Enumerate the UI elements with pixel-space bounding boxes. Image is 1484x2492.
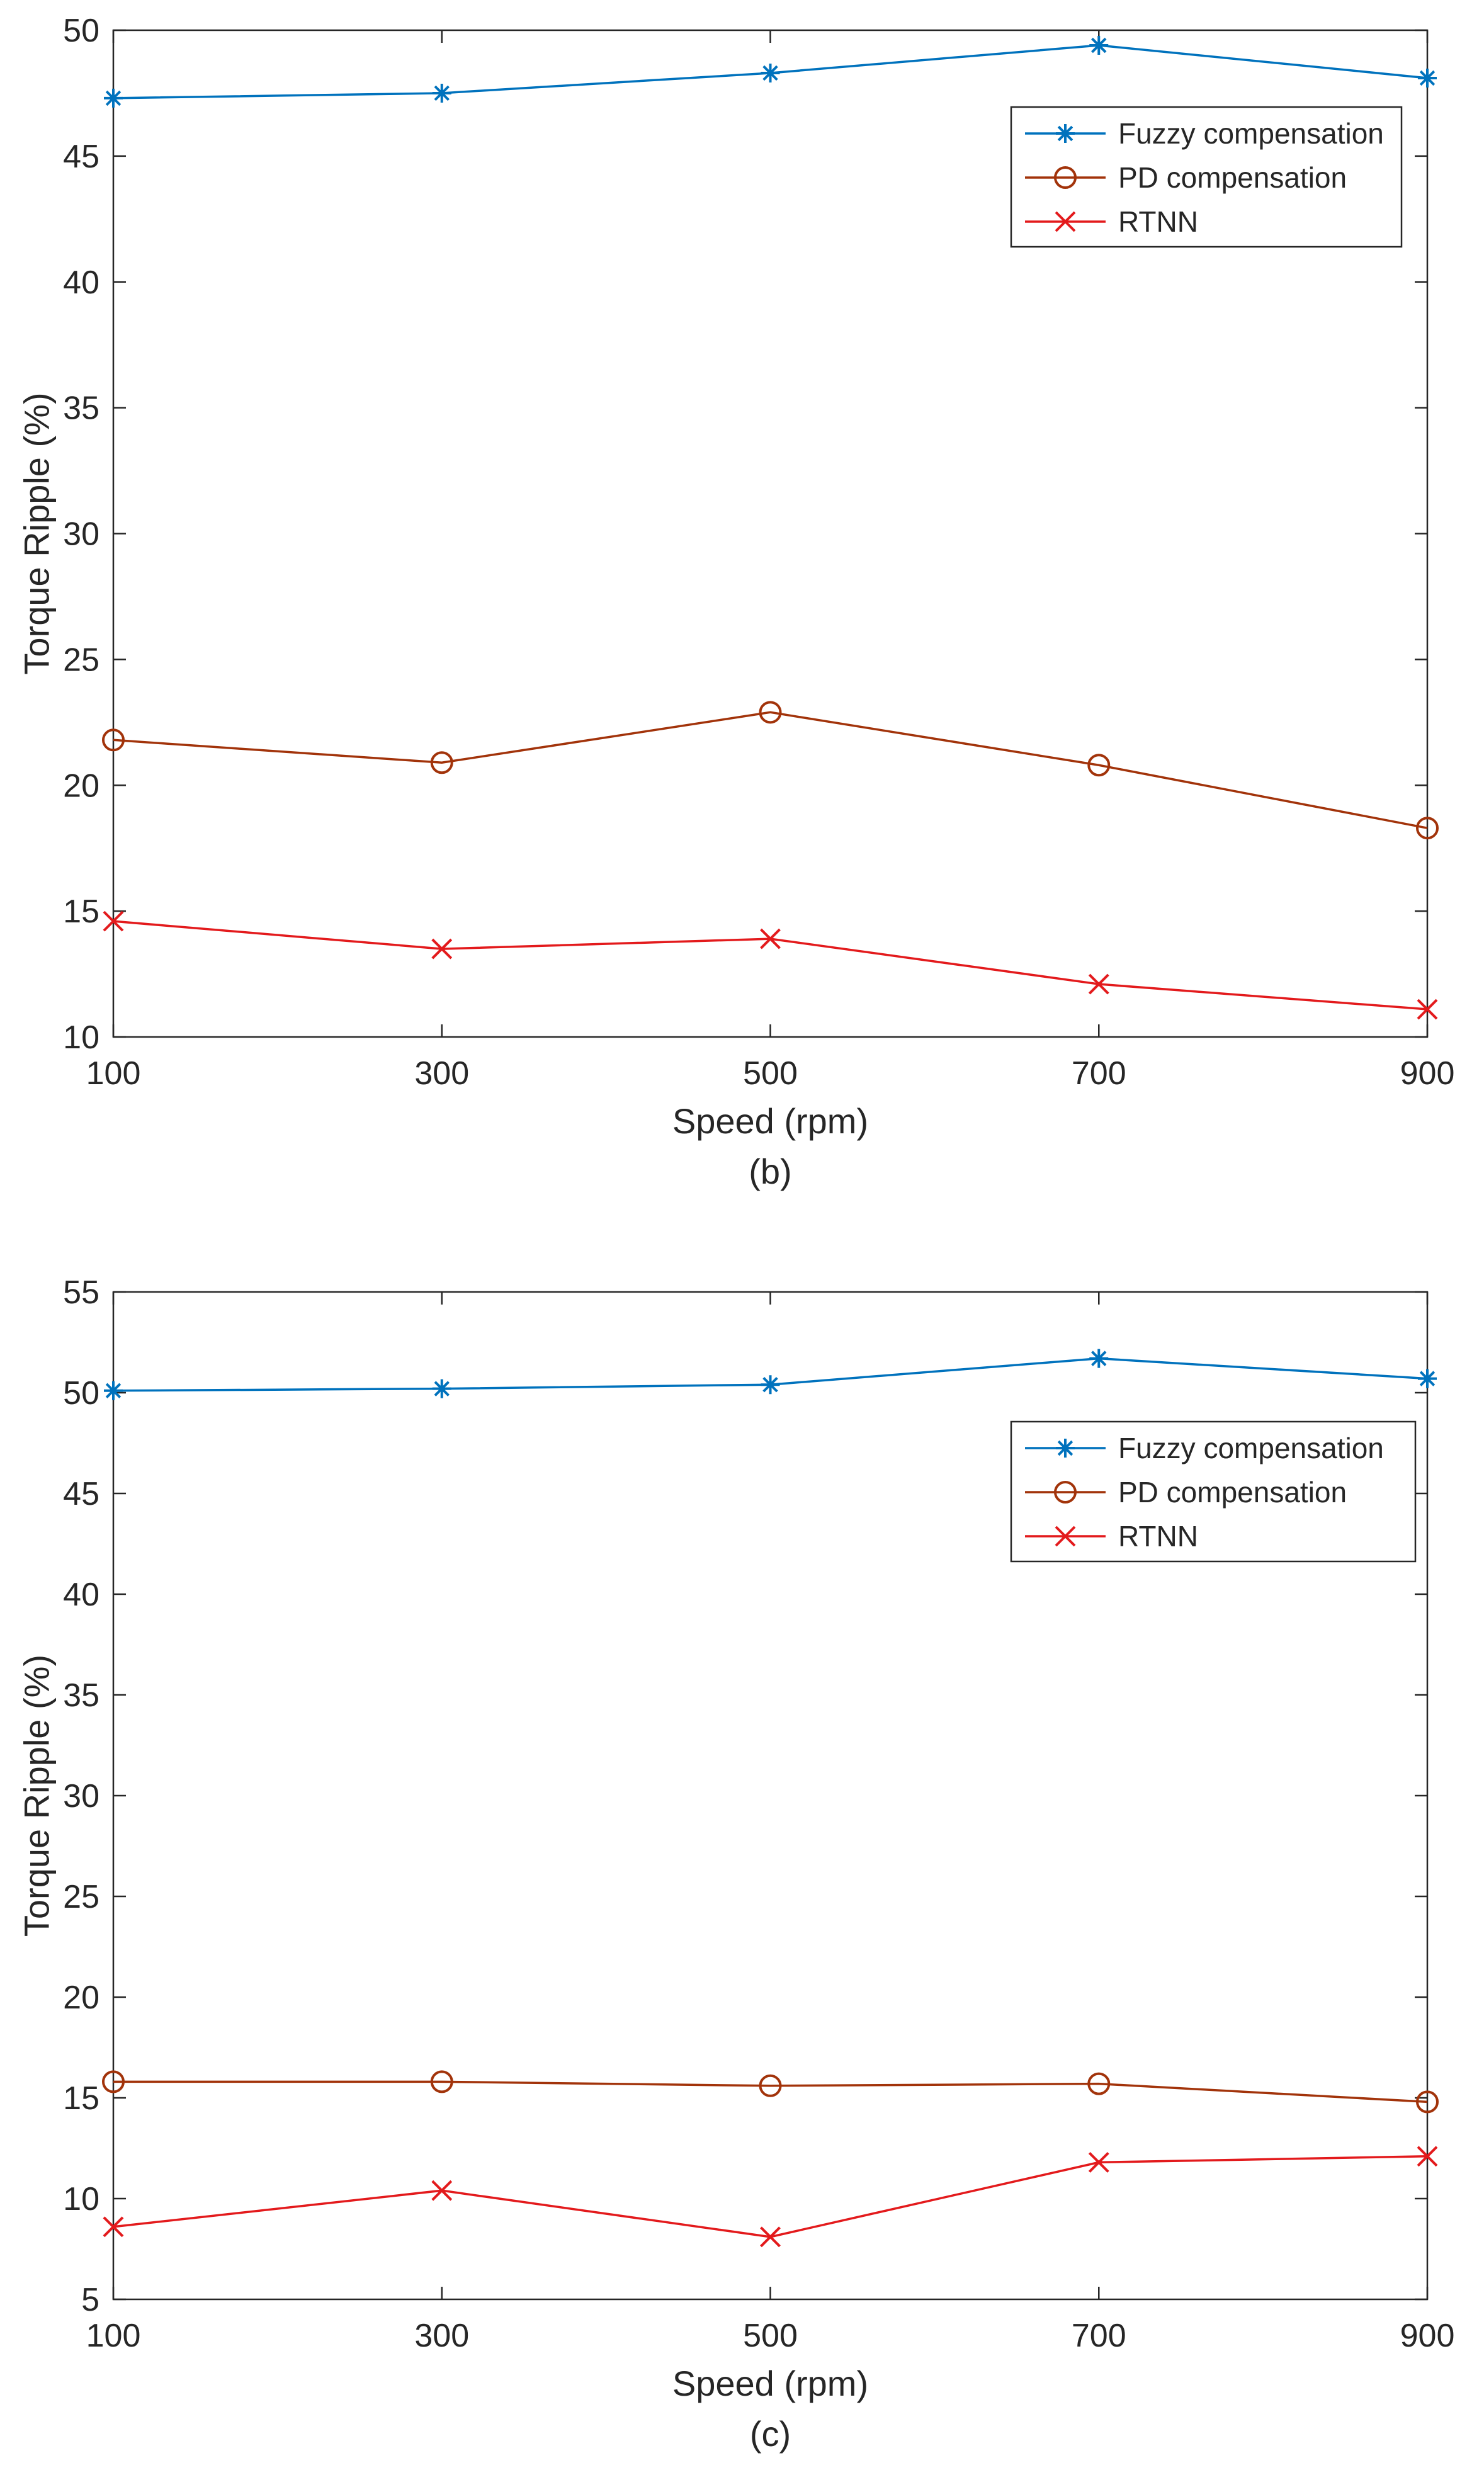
y-tick-label: 20 <box>63 1979 99 2016</box>
x-tick-label: 100 <box>86 2318 141 2354</box>
legend-marker <box>1054 1481 1077 1504</box>
data-point-marker <box>761 63 780 82</box>
legend-entry-label: RTNN <box>1118 205 1198 238</box>
panel-label: (b) <box>749 1152 791 1191</box>
data-point-marker <box>1088 2151 1109 2173</box>
series-fuzzy-compensation <box>104 1349 1437 1400</box>
series-line <box>113 711 1428 829</box>
y-tick-label: 40 <box>63 1577 99 1613</box>
x-tick-label: 700 <box>1072 1055 1126 1092</box>
data-point-marker <box>1087 2072 1111 2095</box>
y-tick-label: 40 <box>63 264 99 301</box>
x-tick-label: 900 <box>1400 1055 1455 1092</box>
x-tick-label: 500 <box>743 2318 798 2354</box>
data-point-marker <box>1418 68 1437 88</box>
data-point-marker <box>431 938 453 960</box>
legend-entry-label: PD compensation <box>1118 1476 1347 1509</box>
data-point-marker <box>431 2180 453 2201</box>
x-tick-label: 500 <box>743 1055 798 1092</box>
data-point-marker <box>759 701 782 724</box>
data-point-marker <box>759 2074 782 2097</box>
series-fuzzy-compensation <box>104 35 1437 108</box>
data-point-marker <box>1088 973 1109 995</box>
chart-panel-c: 5 10 15 20 25 30 35 40 45 50 55 100 300 500 700 900 Spee… <box>17 1274 1455 2454</box>
data-point-marker <box>104 88 123 108</box>
data-point-marker <box>1089 35 1109 55</box>
y-tick-label: 20 <box>63 767 99 804</box>
y-tick-label: 30 <box>63 1778 99 1815</box>
legend-marker <box>1056 1439 1075 1458</box>
legend-marker <box>1055 1526 1076 1547</box>
series-rtnn <box>103 2146 1438 2248</box>
series-rtnn <box>103 910 1438 1020</box>
legend: Fuzzy compensation PD compensation RTNN <box>1010 106 1403 248</box>
data-point-marker <box>1416 817 1439 840</box>
y-tick-label: 50 <box>63 13 99 49</box>
y-tick-label: 10 <box>63 2181 99 2217</box>
y-tick-label: 5 <box>81 2282 99 2318</box>
series-pd-compensation <box>102 701 1439 840</box>
y-tick-label: 15 <box>63 2080 99 2117</box>
data-point-marker <box>1087 754 1111 777</box>
legend: Fuzzy compensation PD compensation RTNN <box>1010 1420 1417 1563</box>
chart-panel-b: 10 15 20 25 30 35 40 45 50 100 300 500 700 900 Speed (… <box>17 13 1455 1191</box>
data-point-marker <box>102 728 125 752</box>
series-line <box>113 2080 1428 2104</box>
legend-entry-label: Fuzzy compensation <box>1118 117 1384 150</box>
x-tick-label: 300 <box>414 1055 469 1092</box>
y-axis-label: Torque Ripple (%) <box>17 1655 57 1937</box>
data-point-marker <box>1089 1349 1109 1368</box>
y-tick-label: 30 <box>63 516 99 553</box>
y-tick-label: 35 <box>63 390 99 427</box>
y-tick-label: 25 <box>63 642 99 678</box>
y-tick-label: 35 <box>63 1677 99 1714</box>
legend-entry-label: Fuzzy compensation <box>1118 1432 1384 1464</box>
y-tick-label: 55 <box>63 1274 99 1311</box>
data-point-marker <box>760 928 781 949</box>
data-point-marker <box>760 2226 781 2248</box>
y-tick-label: 45 <box>63 139 99 175</box>
data-point-marker <box>103 2216 124 2238</box>
data-point-marker <box>430 2070 453 2093</box>
y-tick-label: 45 <box>63 1476 99 1512</box>
y-axis-label: Torque Ripple (%) <box>17 392 57 674</box>
legend-marker <box>1054 166 1077 189</box>
x-tick-label: 100 <box>86 1055 141 1092</box>
series-pd-compensation <box>102 2070 1439 2114</box>
data-point-marker <box>1417 999 1438 1020</box>
data-point-marker <box>102 2070 125 2093</box>
x-axis-label: Speed (rpm) <box>672 2364 868 2403</box>
legend-entry-label: PD compensation <box>1118 161 1347 194</box>
data-point-marker <box>1417 2146 1438 2167</box>
data-point-marker <box>103 910 124 932</box>
data-point-marker <box>761 1375 780 1395</box>
data-point-marker <box>1418 1369 1437 1388</box>
x-tick-label: 900 <box>1400 2318 1455 2354</box>
data-point-marker <box>1416 2090 1439 2114</box>
data-point-marker <box>104 1381 123 1400</box>
y-tick-label: 15 <box>63 893 99 930</box>
y-tick-label: 10 <box>63 1019 99 1056</box>
data-point-marker <box>430 751 453 774</box>
x-tick-label: 300 <box>414 2318 469 2354</box>
data-point-marker <box>432 83 451 103</box>
y-tick-label: 25 <box>63 1879 99 1915</box>
x-axis-label: Speed (rpm) <box>672 1101 868 1141</box>
panel-label: (c) <box>750 2414 791 2454</box>
legend-marker <box>1056 124 1075 143</box>
x-tick-label: 700 <box>1072 2318 1126 2354</box>
y-tick-label: 50 <box>63 1375 99 1412</box>
legend-marker <box>1055 211 1076 232</box>
data-point-marker <box>432 1379 451 1398</box>
legend-entry-label: RTNN <box>1118 1520 1198 1553</box>
